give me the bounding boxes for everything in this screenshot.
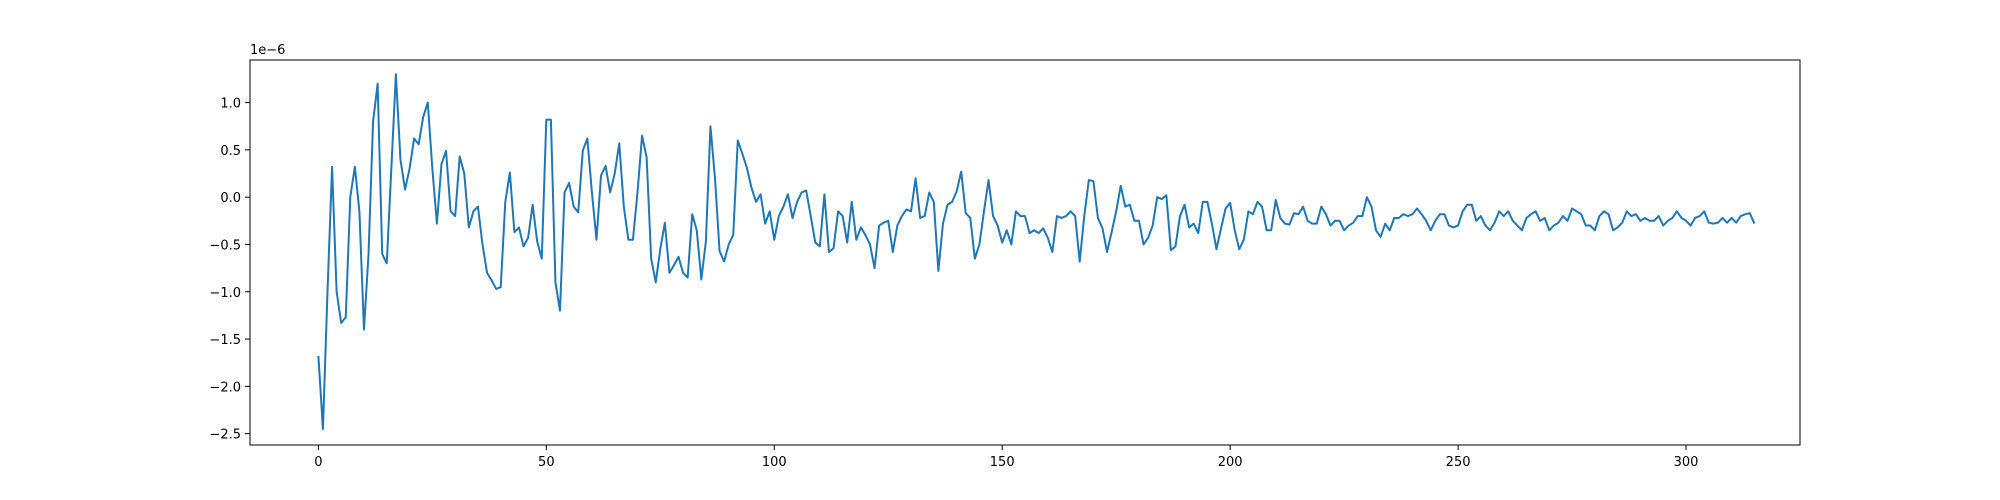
x-tick-label: 50	[538, 455, 555, 470]
y-tick-label: 0.5	[220, 144, 241, 159]
y-tick-label: −0.5	[209, 238, 241, 253]
x-tick-label: 200	[1218, 455, 1243, 470]
series-line	[317, 73, 1756, 430]
x-tick-label: 250	[1446, 455, 1471, 470]
x-tick-label: 300	[1674, 455, 1699, 470]
y-offset-label: 1e−6	[250, 43, 285, 58]
y-tick-label: −2.0	[209, 380, 241, 395]
x-tick-label: 150	[990, 455, 1015, 470]
axes-frame	[249, 59, 1801, 446]
y-tick-label: 1.0	[220, 97, 241, 112]
y-axis: −2.5 −2.0 −1.5 −1.0 −0.5 0.0 0.5 1.0	[209, 97, 250, 443]
y-tick-label: −1.5	[209, 333, 241, 348]
x-tick-label: 0	[314, 455, 322, 470]
y-tick-label: 0.0	[220, 191, 241, 206]
x-axis: 0 50 100 150 200 250 300	[314, 445, 1698, 470]
x-tick-label: 100	[762, 455, 787, 470]
plot-area	[249, 59, 1801, 446]
y-tick-label: −1.0	[209, 286, 241, 301]
y-tick-label: −2.5	[209, 428, 241, 443]
